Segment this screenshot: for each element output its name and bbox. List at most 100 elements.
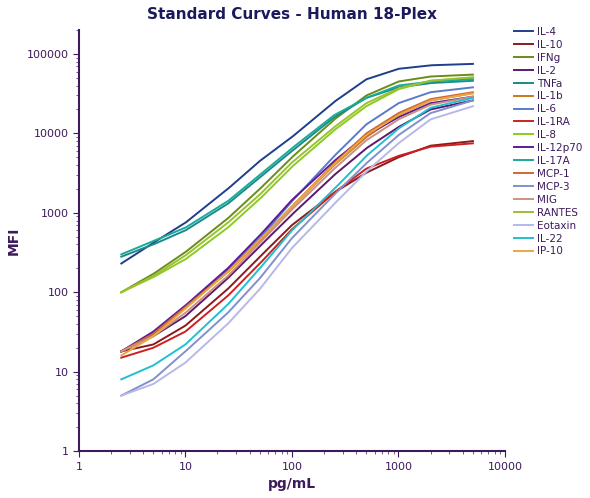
IP-10 [327,165,334,171]
Line: IL-6: IL-6 [122,87,473,352]
IL-6 [118,349,125,355]
IL-4 [333,97,340,103]
IL-17A [119,251,126,257]
IL-1b [119,348,126,354]
Eotaxin [333,199,340,205]
IL-22 [470,95,477,101]
IL-1b [327,166,334,172]
MIG [333,164,340,170]
Eotaxin [118,392,125,398]
IL-10 [118,349,125,355]
TNFa [414,82,421,88]
IL-2 [327,175,334,181]
TNFa [333,113,340,119]
MIG [326,170,333,176]
MCP-3 [470,98,477,104]
Line: IL-1b: IL-1b [122,93,473,352]
Legend: IL-4, IL-10, IFNg, IL-2, TNFa, IL-1b, IL-6, IL-1RA, IL-8, IL-12p70, IL-17A, MCP-: IL-4, IL-10, IFNg, IL-2, TNFa, IL-1b, IL… [514,27,583,256]
IL-2 [333,170,340,176]
MCP-3 [326,197,333,203]
IL-2 [119,348,126,354]
MIG [414,108,421,114]
IL-12p70 [414,106,421,112]
IL-1RA [414,147,421,153]
Eotaxin [326,206,333,212]
IL-2 [437,105,444,111]
IL-1b [470,90,477,96]
IL-1RA [326,194,333,200]
IP-10 [437,96,444,102]
MCP-3 [327,195,334,201]
IL-12p70 [470,94,477,100]
IL-8 [470,75,477,81]
IL-1b [437,96,444,102]
IL-6 [327,157,334,163]
IP-10 [414,103,421,109]
IL-1RA [118,355,125,361]
Line: IL-1RA: IL-1RA [122,143,473,358]
IL-8 [118,289,125,295]
IFNg [118,289,125,295]
IL-10 [326,193,333,199]
IL-1RA [119,354,126,360]
IL-1RA [470,140,477,146]
IL-22 [326,191,333,197]
MCP-1 [437,95,444,101]
MCP-3 [437,107,444,113]
MIG [327,169,334,175]
IL-22 [333,184,340,190]
IL-4 [326,103,333,109]
IL-17A [470,76,477,82]
IL-10 [414,147,421,153]
IL-10 [470,138,477,144]
IP-10 [333,159,340,165]
IL-17A [414,80,421,86]
Line: MCP-1: MCP-1 [122,92,473,352]
IL-12p70 [437,99,444,105]
TNFa [326,118,333,124]
Line: IL-4: IL-4 [122,64,473,263]
MIG [470,94,477,100]
MIG [118,349,125,355]
MCP-3 [119,392,126,398]
Eotaxin [327,205,334,211]
IL-6 [437,88,444,94]
IL-2 [414,114,421,120]
IL-22 [437,103,444,109]
MCP-1 [470,89,477,95]
Line: IP-10: IP-10 [122,93,473,356]
IL-22 [119,376,126,382]
TNFa [327,117,334,123]
Line: IL-22: IL-22 [122,98,473,379]
IL-4 [414,64,421,70]
IFNg [327,120,334,125]
IL-17A [326,116,333,122]
IL-2 [326,176,333,182]
Eotaxin [119,392,126,398]
MCP-1 [326,165,333,171]
IL-12p70 [327,161,334,167]
IL-1b [333,160,340,166]
IL-22 [118,376,125,382]
IL-10 [437,141,444,147]
Line: IL-12p70: IL-12p70 [122,97,473,352]
X-axis label: pg/mL: pg/mL [268,477,316,491]
IL-17A [327,115,334,121]
MCP-3 [118,392,125,398]
IL-1b [414,103,421,109]
IFNg [119,288,126,294]
IL-1RA [333,188,340,194]
MIG [437,100,444,106]
IL-10 [119,348,126,354]
IFNg [470,72,477,78]
IL-8 [326,131,333,137]
IL-10 [333,188,340,194]
Y-axis label: MFI: MFI [7,227,21,255]
IL-8 [333,125,340,131]
IL-4 [118,260,125,266]
MCP-3 [414,119,421,125]
Line: IL-17A: IL-17A [122,79,473,254]
Line: RANTES: RANTES [122,77,473,292]
IL-22 [327,190,334,196]
Title: Standard Curves - Human 18-Plex: Standard Curves - Human 18-Plex [147,7,437,22]
